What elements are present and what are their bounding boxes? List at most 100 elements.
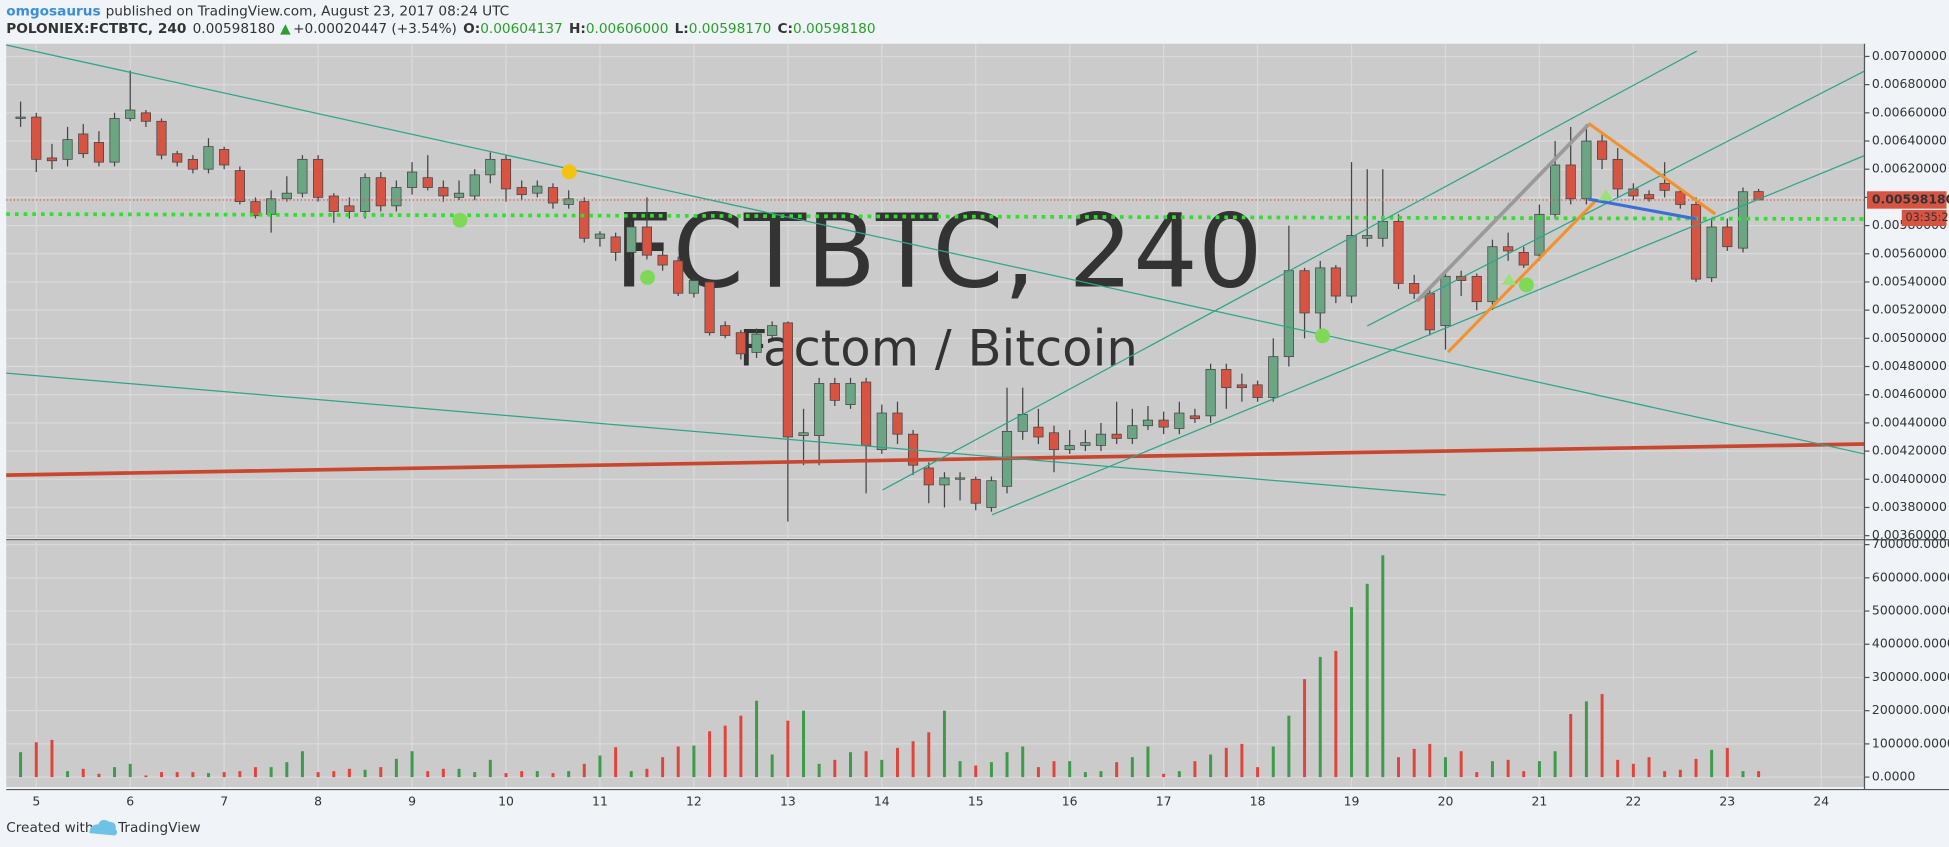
candle-body: [1189, 415, 1200, 420]
volume-bar: [1584, 701, 1588, 778]
volume-bar: [520, 771, 524, 778]
published: published on TradingView.com, August 23,…: [106, 3, 510, 19]
x-tick-label: 11: [592, 793, 608, 808]
volume-bar: [1412, 748, 1416, 778]
volume-bar: [802, 710, 806, 778]
volume-bar: [1240, 743, 1244, 778]
x-tick-label: 15: [968, 793, 984, 808]
volume-bar: [755, 700, 759, 778]
volume-bar: [19, 752, 23, 778]
arrow: ▲: [280, 21, 291, 37]
candle-body: [610, 236, 621, 253]
x-tick-label: 7: [220, 793, 228, 808]
y-tick-label: 0.00560000: [1872, 245, 1947, 260]
last-price-label: 0.00598180: [1872, 191, 1949, 206]
candle-body: [1659, 182, 1670, 191]
change: +0.00020447 (+3.54%): [293, 21, 457, 37]
candle-body: [798, 432, 809, 436]
x-tick-label: 18: [1250, 793, 1266, 808]
volume-bar: [708, 731, 712, 778]
volume-bar: [676, 746, 680, 778]
volume-bar: [911, 741, 915, 778]
volume-bar: [958, 761, 962, 778]
volume-bar: [974, 765, 978, 778]
trend-line: [1366, 70, 1865, 327]
candle-body: [594, 233, 606, 239]
marker: [1315, 328, 1330, 344]
marker: [640, 269, 656, 285]
candle-body: [1581, 140, 1592, 200]
volume-bar: [144, 775, 148, 778]
candle-body: [579, 201, 590, 239]
y-tick-label: 0.00460000: [1872, 386, 1947, 401]
volume-bar: [1271, 746, 1275, 778]
volume-bar: [1036, 767, 1040, 778]
volume-bar: [629, 771, 633, 778]
candle-body: [751, 333, 762, 353]
candle-body: [939, 477, 950, 486]
drawings: [6, 44, 1865, 516]
volume-bar: [1365, 583, 1369, 778]
volume-bar: [504, 773, 508, 778]
footer-brand[interactable]: TradingView: [117, 820, 201, 836]
volume-bar: [441, 768, 445, 778]
x-tick-label: 8: [314, 793, 322, 808]
y2-tick-label: 400000.0000: [1872, 636, 1949, 651]
y-tick-label: 0.00360000: [1872, 527, 1947, 542]
last-price-box: [1866, 191, 1947, 209]
candle-body: [140, 112, 151, 122]
candle-body: [1127, 425, 1138, 439]
volume-bar: [81, 768, 85, 778]
candle-body: [767, 325, 778, 336]
volume-bar: [222, 772, 226, 778]
candle-body: [219, 149, 230, 166]
volume-bar: [473, 772, 477, 778]
candle-body: [1675, 191, 1686, 205]
candle-body: [156, 120, 167, 156]
volume-bar: [535, 771, 539, 778]
volume-bar: [457, 768, 461, 778]
y2-tick-label: 700000.0000: [1872, 536, 1949, 551]
candle-body: [453, 192, 465, 198]
candle-body: [1409, 282, 1420, 294]
candle-body: [406, 171, 418, 188]
volume-bar: [1318, 656, 1322, 778]
axes: 5 6 7 8 9 10 11 12 13 14 15 16 17 18 19 20 21 22 23 24 0.003…: [32, 48, 1949, 809]
volume-bar: [128, 763, 132, 778]
y2-tick-label: 600000.0000: [1872, 569, 1949, 584]
trend-line: [991, 155, 1865, 516]
y-tick-label: 0.00380000: [1872, 499, 1947, 514]
volume-bar: [488, 759, 492, 778]
volume-bar: [770, 754, 774, 778]
close-label: C:: [778, 21, 793, 37]
y-tick-label: 0.00660000: [1872, 104, 1947, 119]
y-tick-label: 0.00420000: [1872, 443, 1947, 458]
x-tick-label: 24: [1813, 793, 1829, 808]
candle-body: [187, 158, 198, 170]
volume-bar: [1631, 763, 1635, 778]
publish-line: omgosaurus published on TradingView.com, …: [6, 3, 509, 19]
candle-body: [1518, 251, 1529, 266]
volume-bar: [786, 720, 790, 778]
volume-bar: [50, 739, 54, 778]
volume-bar: [1600, 694, 1604, 778]
marker: [1518, 277, 1534, 293]
candle-body: [1612, 158, 1623, 190]
candle-body: [313, 158, 324, 198]
x-tick-label: 6: [126, 793, 134, 808]
low-label: L:: [675, 21, 689, 37]
candle-body: [563, 198, 574, 205]
marker: [452, 212, 468, 228]
candle-body: [845, 383, 856, 405]
y-tick-label: 0.00480000: [1872, 358, 1947, 373]
volume-bar: [363, 769, 367, 778]
candle-body: [391, 187, 402, 207]
volume-bar: [316, 772, 320, 778]
candle-body: [626, 226, 637, 253]
volume-bar: [1710, 749, 1714, 778]
volume-bar: [1130, 757, 1134, 778]
tradingview-logo[interactable]: [89, 819, 118, 836]
author[interactable]: omgosaurus: [6, 3, 100, 19]
candle-body: [1252, 384, 1263, 398]
